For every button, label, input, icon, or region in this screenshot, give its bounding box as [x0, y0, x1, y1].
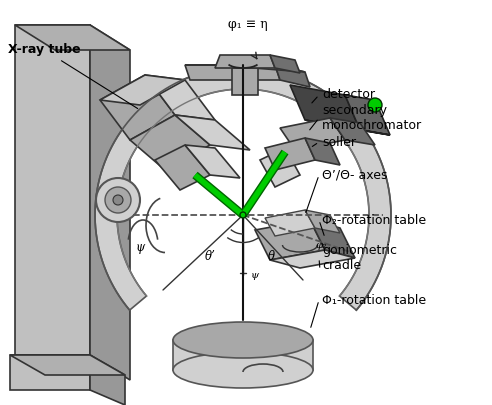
Polygon shape: [305, 210, 340, 233]
Circle shape: [105, 187, 131, 213]
Polygon shape: [270, 250, 355, 268]
Polygon shape: [10, 355, 90, 390]
Polygon shape: [275, 65, 310, 87]
Polygon shape: [10, 355, 125, 375]
Polygon shape: [265, 138, 315, 170]
Polygon shape: [90, 355, 125, 405]
Circle shape: [96, 178, 140, 222]
Circle shape: [113, 195, 123, 205]
Polygon shape: [255, 220, 325, 260]
Polygon shape: [345, 95, 390, 135]
Polygon shape: [185, 65, 280, 80]
Text: ψ: ψ: [251, 271, 259, 279]
Ellipse shape: [173, 322, 313, 358]
Text: ψ: ψ: [135, 241, 145, 254]
Polygon shape: [232, 68, 258, 95]
Polygon shape: [280, 118, 345, 150]
Polygon shape: [265, 210, 315, 236]
Text: Φ₁-rotation table: Φ₁-rotation table: [322, 294, 426, 307]
Text: detector: detector: [322, 89, 375, 102]
Polygon shape: [130, 115, 210, 170]
Text: φ₁ ≡ η: φ₁ ≡ η: [228, 18, 268, 31]
Text: Φ₂-rotation table: Φ₂-rotation table: [322, 213, 426, 226]
Polygon shape: [290, 85, 360, 130]
Polygon shape: [310, 220, 355, 258]
Text: θ: θ: [268, 251, 275, 264]
Polygon shape: [145, 75, 215, 120]
Polygon shape: [155, 145, 210, 190]
Polygon shape: [175, 115, 250, 150]
Polygon shape: [305, 120, 390, 135]
Circle shape: [240, 212, 246, 218]
Polygon shape: [95, 67, 391, 310]
Polygon shape: [330, 118, 375, 145]
Text: secondary
monochromator: secondary monochromator: [322, 104, 422, 132]
Polygon shape: [305, 138, 340, 165]
Polygon shape: [185, 145, 240, 178]
Polygon shape: [270, 55, 300, 73]
Polygon shape: [90, 25, 130, 380]
Text: soller: soller: [322, 136, 356, 149]
Text: Θ’/Θ- axes: Θ’/Θ- axes: [322, 168, 388, 181]
Polygon shape: [100, 75, 175, 140]
Text: X-ray tube: X-ray tube: [8, 43, 138, 109]
Polygon shape: [100, 75, 185, 105]
Polygon shape: [15, 25, 90, 355]
Ellipse shape: [173, 352, 313, 388]
Text: goniometric
cradle: goniometric cradle: [322, 244, 397, 272]
Polygon shape: [15, 25, 130, 50]
Polygon shape: [215, 55, 275, 68]
Polygon shape: [173, 340, 313, 370]
Text: θ’: θ’: [205, 251, 215, 264]
Polygon shape: [260, 148, 300, 187]
Text: φ₂: φ₂: [315, 241, 327, 249]
Polygon shape: [185, 65, 305, 72]
Circle shape: [368, 98, 382, 112]
